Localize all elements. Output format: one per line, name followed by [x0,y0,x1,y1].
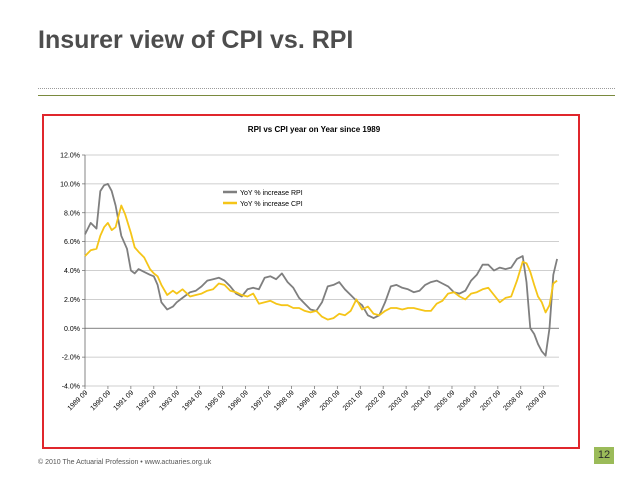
x-tick-label: 1990 09 [90,389,113,412]
x-tick-label: 2009 09 [525,389,548,412]
rpi-series-line [84,183,558,357]
slide-title: Insurer view of CPI vs. RPI [38,26,354,54]
y-tick-label: 4.0% [64,268,80,275]
x-tick-label: 1999 09 [296,389,319,412]
line-chart: RPI vs CPI year on Year since 1989 -4.0%… [60,125,559,412]
y-tick-label: 0.0% [64,326,80,333]
x-tick-label: 1998 09 [273,389,296,412]
x-tick-label: 2004 09 [411,389,434,412]
x-tick-label: 1989 09 [67,389,90,412]
x-tick-label: 2007 09 [479,389,502,412]
x-tick-label: 2002 09 [365,389,388,412]
x-tick-label: 1993 09 [158,389,181,412]
x-tick-label: 2005 09 [434,389,457,412]
y-tick-label: 6.0% [64,239,80,246]
cpi-series-line [84,204,558,321]
y-tick-label: 8.0% [64,210,80,217]
x-tick-label: 2000 09 [319,389,342,412]
x-tick-label: 2003 09 [388,389,411,412]
y-tick-label: -4.0% [62,384,80,391]
legend-label-rpi: YoY % increase RPI [240,190,303,197]
x-tick-label: 2008 09 [502,389,525,412]
y-tick-label: -2.0% [62,355,80,362]
x-tick-label: 1992 09 [135,389,158,412]
title-divider-dotted [38,88,615,89]
y-tick-label: 12.0% [60,153,80,160]
x-tick-label: 1994 09 [181,389,204,412]
chart-title: RPI vs CPI year on Year since 1989 [248,125,381,134]
x-tick-label: 1995 09 [204,389,227,412]
x-tick-label: 1997 09 [250,389,273,412]
page-number: 12 [594,447,614,464]
title-divider-solid [38,95,615,96]
legend-label-cpi: YoY % increase CPI [240,201,303,208]
y-tick-label: 2.0% [64,297,80,304]
x-tick-label: 2001 09 [342,389,365,412]
footer-copyright: © 2010 The Actuarial Profession • www.ac… [38,459,212,466]
y-tick-label: 10.0% [60,181,80,188]
chart-frame: RPI vs CPI year on Year since 1989 -4.0%… [42,114,580,449]
x-tick-label: 2006 09 [456,389,479,412]
x-tick-label: 1991 09 [112,389,135,412]
x-tick-label: 1996 09 [227,389,250,412]
chart-legend: YoY % increase RPI YoY % increase CPI [223,190,303,208]
